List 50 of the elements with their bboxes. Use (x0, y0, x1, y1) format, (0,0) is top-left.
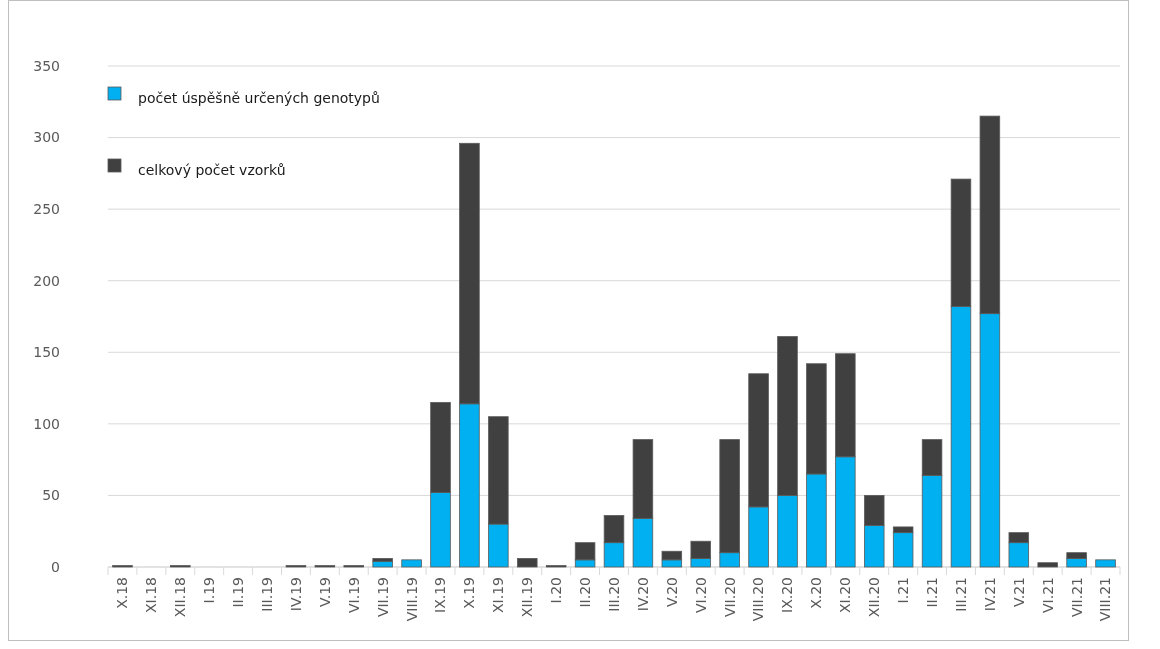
x-tick-label: IX.19 (432, 577, 449, 613)
y-tick-label: 300 (33, 129, 60, 146)
x-tick-label: II.20 (576, 577, 593, 608)
x-tick-label: IV.21 (981, 577, 998, 612)
x-tick-label: IX.20 (779, 577, 796, 613)
x-tick-label: VI.21 (1039, 577, 1056, 613)
x-tick-label: XI.18 (143, 577, 160, 613)
x-tick-label: V.20 (663, 577, 680, 608)
legend-label: celkový počet vzorků (138, 161, 286, 178)
x-tick-label: V.19 (316, 577, 333, 608)
x-tick-label: VIII.20 (750, 577, 767, 622)
x-tick-label: I.19 (201, 577, 218, 604)
y-tick-label: 150 (33, 344, 60, 361)
x-tick-label: VII.20 (721, 577, 738, 618)
x-tick-label: XI.20 (837, 577, 854, 613)
bar (1037, 562, 1058, 568)
x-tick-label: X.18 (114, 577, 131, 609)
x-tick-label: X.19 (461, 577, 478, 609)
x-tick-label: XI.19 (490, 577, 507, 613)
x-tick-label: III.20 (605, 577, 622, 612)
x-tick-label: VI.20 (692, 577, 709, 613)
y-tick-label: 100 (33, 415, 60, 432)
bar (372, 560, 393, 568)
x-tick-label: IV.19 (287, 577, 304, 612)
x-tick-label: XII.20 (866, 577, 883, 618)
x-tick-label: VIII.19 (403, 577, 420, 622)
y-tick-label: 200 (33, 272, 60, 289)
x-tick-label: I.21 (895, 577, 912, 604)
x-tick-label: X.20 (808, 577, 825, 609)
x-tick-label: VII.21 (1068, 577, 1085, 618)
x-tick-label: II.21 (923, 577, 940, 608)
y-tick-label: 350 (33, 57, 60, 74)
y-tick-label: 50 (42, 487, 60, 504)
x-tick-label: III.21 (952, 577, 969, 612)
x-tick-label: II.19 (230, 577, 247, 608)
x-tick-label: XII.18 (172, 577, 189, 618)
x-tick-label: IV.20 (634, 577, 651, 612)
x-tick-label: VIII.21 (1097, 577, 1114, 622)
x-tick-label: V.21 (1010, 577, 1027, 608)
x-tick-label: I.20 (548, 577, 565, 604)
y-tick-label: 250 (33, 201, 60, 218)
x-tick-label: VI.19 (345, 577, 362, 613)
bar (1095, 559, 1116, 568)
x-tick-label: XII.19 (519, 577, 536, 618)
x-tick-label: VII.19 (374, 577, 391, 618)
y-tick-label: 0 (51, 558, 60, 575)
bar (517, 558, 538, 568)
bar (401, 559, 422, 568)
legend-label: počet úspěšně určených genotypů (138, 89, 380, 106)
x-tick-label: III.19 (258, 577, 275, 612)
